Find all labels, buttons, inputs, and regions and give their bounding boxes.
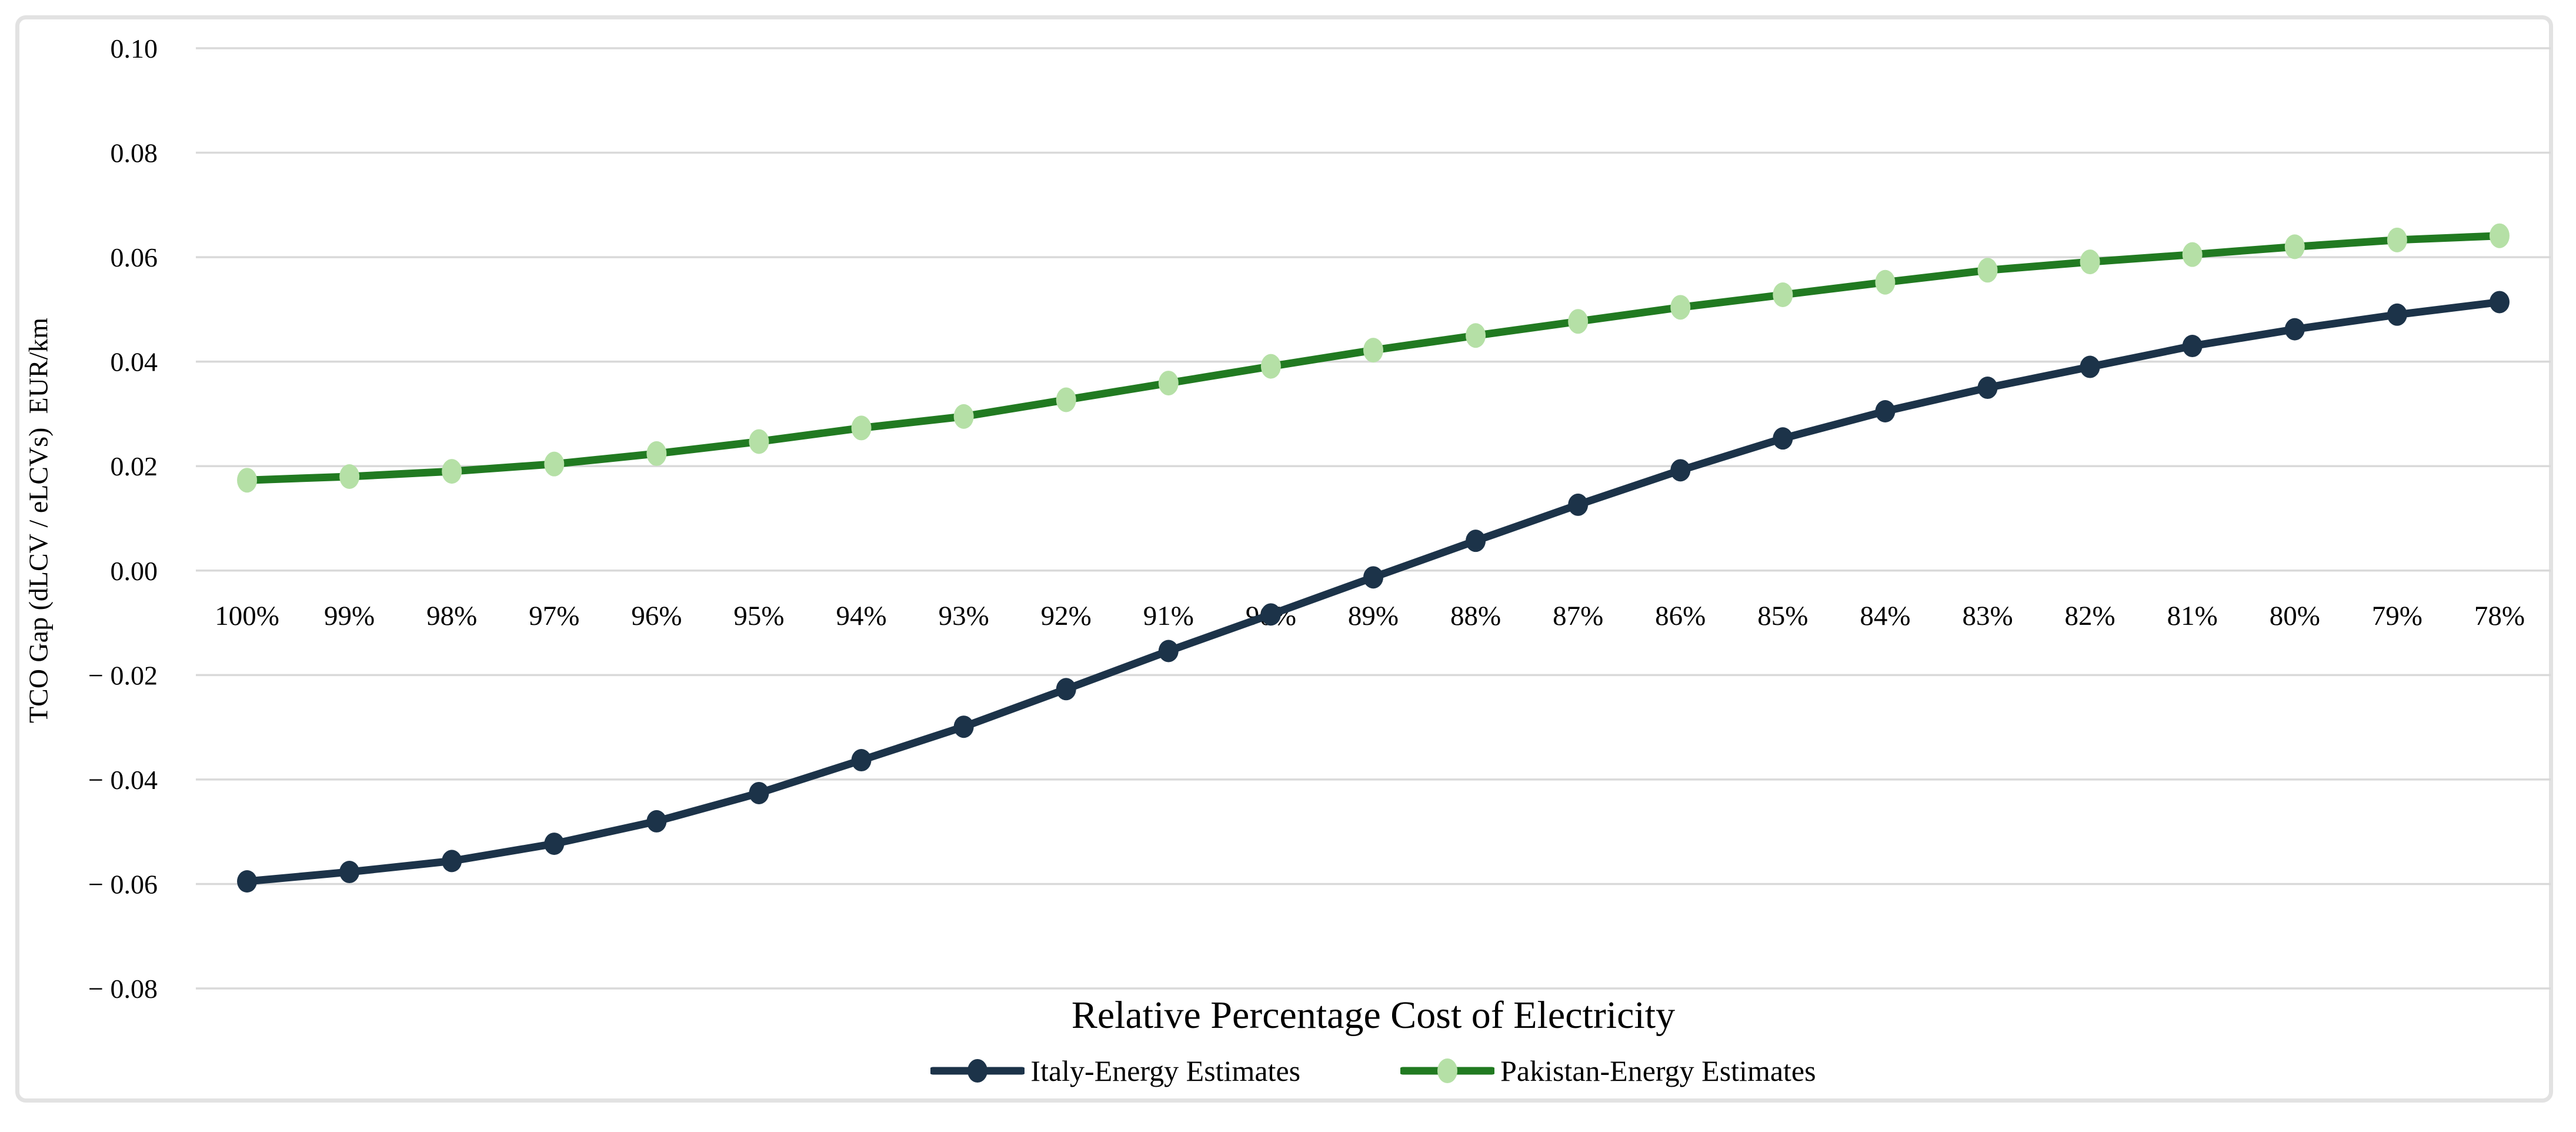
italy-data-marker bbox=[2182, 335, 2203, 358]
y-tick-label: 0.00 bbox=[111, 556, 158, 586]
pakistan-data-marker bbox=[442, 459, 462, 484]
italy-data-marker bbox=[2284, 318, 2305, 341]
x-tick-label: 92% bbox=[1041, 601, 1092, 631]
x-tick-label: 87% bbox=[1553, 601, 1603, 631]
italy-data-marker bbox=[2080, 355, 2100, 378]
legend-label-italy: Italy-Energy Estimates bbox=[1030, 1054, 1301, 1087]
pakistan-data-marker bbox=[1875, 269, 1896, 295]
pakistan-data-marker bbox=[2284, 234, 2305, 259]
italy-data-marker bbox=[2387, 303, 2407, 326]
italy-data-marker bbox=[1056, 678, 1076, 701]
y-tick-label: − 0.02 bbox=[88, 660, 158, 690]
italy-data-marker bbox=[1670, 459, 1691, 482]
italy-data-marker bbox=[749, 781, 769, 804]
pakistan-data-marker bbox=[1568, 309, 1589, 334]
italy-data-marker bbox=[544, 833, 565, 855]
x-tick-label: 83% bbox=[1962, 601, 2013, 631]
italy-data-marker bbox=[851, 749, 872, 772]
italy-data-marker bbox=[1260, 603, 1281, 626]
pakistan-data-marker bbox=[1056, 387, 1076, 412]
italy-data-marker bbox=[2489, 291, 2510, 314]
x-tick-label: 94% bbox=[836, 601, 886, 631]
italy-series-line bbox=[243, 298, 2504, 885]
pakistan-data-marker bbox=[749, 429, 769, 454]
pakistan-data-marker bbox=[851, 415, 872, 441]
y-tick-label: − 0.04 bbox=[88, 765, 158, 795]
x-tick-label: 89% bbox=[1348, 601, 1399, 631]
pakistan-data-marker bbox=[1773, 282, 1793, 308]
pakistan-data-marker bbox=[339, 464, 360, 489]
pakistan-data-marker bbox=[2387, 227, 2407, 252]
italy-data-marker bbox=[1977, 377, 1998, 399]
x-tick-label: 79% bbox=[2372, 601, 2422, 631]
legend-label-pakistan: Pakistan-Energy Estimates bbox=[1500, 1054, 1816, 1087]
y-tick-label: − 0.08 bbox=[88, 974, 158, 1004]
y-tick-label: 0.10 bbox=[111, 34, 158, 64]
pakistan-data-marker bbox=[1977, 258, 1998, 283]
pakistan-data-marker bbox=[1158, 371, 1179, 396]
y-tick-label: 0.06 bbox=[111, 242, 158, 272]
italy-legend-marker-icon bbox=[930, 1059, 1025, 1083]
x-tick-label: 88% bbox=[1450, 601, 1501, 631]
pakistan-data-marker bbox=[1670, 295, 1691, 320]
pakistan-data-marker bbox=[237, 468, 258, 493]
italy-data-marker bbox=[339, 861, 360, 884]
x-tick-label: 97% bbox=[529, 601, 579, 631]
x-tick-label: 91% bbox=[1143, 601, 1194, 631]
italy-data-marker bbox=[1466, 530, 1486, 552]
x-tick-label: 82% bbox=[2065, 601, 2115, 631]
pakistan-data-marker bbox=[1260, 354, 1281, 379]
y-tick-label: 0.04 bbox=[111, 347, 158, 377]
x-tick-label: 93% bbox=[939, 601, 989, 631]
legend-item-pakistan: Pakistan-Energy Estimates bbox=[1400, 1053, 1816, 1088]
x-tick-label: 98% bbox=[426, 601, 477, 631]
y-tick-label: 0.02 bbox=[111, 451, 158, 481]
x-tick-label: 85% bbox=[1757, 601, 1808, 631]
x-tick-label: 84% bbox=[1860, 601, 1910, 631]
italy-data-marker bbox=[1363, 566, 1383, 589]
x-tick-label: 95% bbox=[733, 601, 784, 631]
y-tick-label: − 0.06 bbox=[88, 869, 158, 899]
x-tick-label: 78% bbox=[2474, 601, 2525, 631]
pakistan-data-marker bbox=[544, 451, 565, 477]
pakistan-data-marker bbox=[646, 441, 667, 466]
x-tick-label: 80% bbox=[2270, 601, 2320, 631]
pakistan-data-marker bbox=[2489, 223, 2510, 248]
pakistan-data-marker bbox=[953, 404, 974, 429]
pakistan-data-marker bbox=[2080, 249, 2100, 275]
x-axis-title: Relative Percentage Cost of Electricity bbox=[1071, 994, 1676, 1037]
x-tick-label: 81% bbox=[2167, 601, 2218, 631]
italy-data-marker bbox=[646, 810, 667, 833]
pakistan-legend-marker-icon bbox=[1400, 1058, 1495, 1083]
italy-data-marker bbox=[1158, 640, 1179, 662]
x-tick-label: 99% bbox=[324, 601, 375, 631]
pakistan-data-marker bbox=[1466, 323, 1486, 348]
italy-data-marker bbox=[237, 870, 258, 893]
italy-data-marker bbox=[442, 850, 462, 873]
pakistan-data-marker bbox=[1363, 338, 1383, 363]
legend: Italy-Energy Estimates Pakistan-Energy E… bbox=[196, 1053, 2551, 1088]
pakistan-data-marker bbox=[2182, 242, 2203, 267]
italy-data-marker bbox=[1773, 427, 1793, 450]
y-axis-title: TCO Gap (dLCV / eLCVs) EUR/km bbox=[23, 317, 54, 724]
legend-item-italy: Italy-Energy Estimates bbox=[930, 1053, 1300, 1088]
italy-data-marker bbox=[1875, 400, 1896, 423]
italy-data-marker bbox=[1568, 493, 1589, 516]
x-tick-label: 100% bbox=[215, 601, 279, 631]
chart-border-frame bbox=[15, 15, 2553, 1103]
x-tick-label: 96% bbox=[631, 601, 682, 631]
x-tick-label: 86% bbox=[1655, 601, 1706, 631]
italy-data-marker bbox=[953, 715, 974, 738]
y-tick-label: 0.08 bbox=[111, 138, 158, 168]
